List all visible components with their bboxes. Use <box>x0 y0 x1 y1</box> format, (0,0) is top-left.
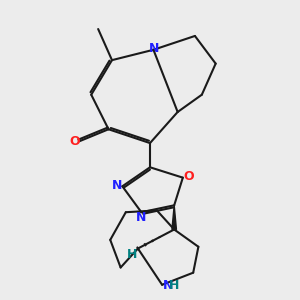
Text: N: N <box>149 42 159 55</box>
Polygon shape <box>172 205 176 230</box>
Text: N: N <box>163 279 173 292</box>
Text: O: O <box>183 170 194 184</box>
Text: N: N <box>112 179 123 192</box>
Text: H: H <box>169 279 179 292</box>
Text: H: H <box>127 248 137 261</box>
Text: N: N <box>136 211 146 224</box>
Text: O: O <box>70 135 80 148</box>
